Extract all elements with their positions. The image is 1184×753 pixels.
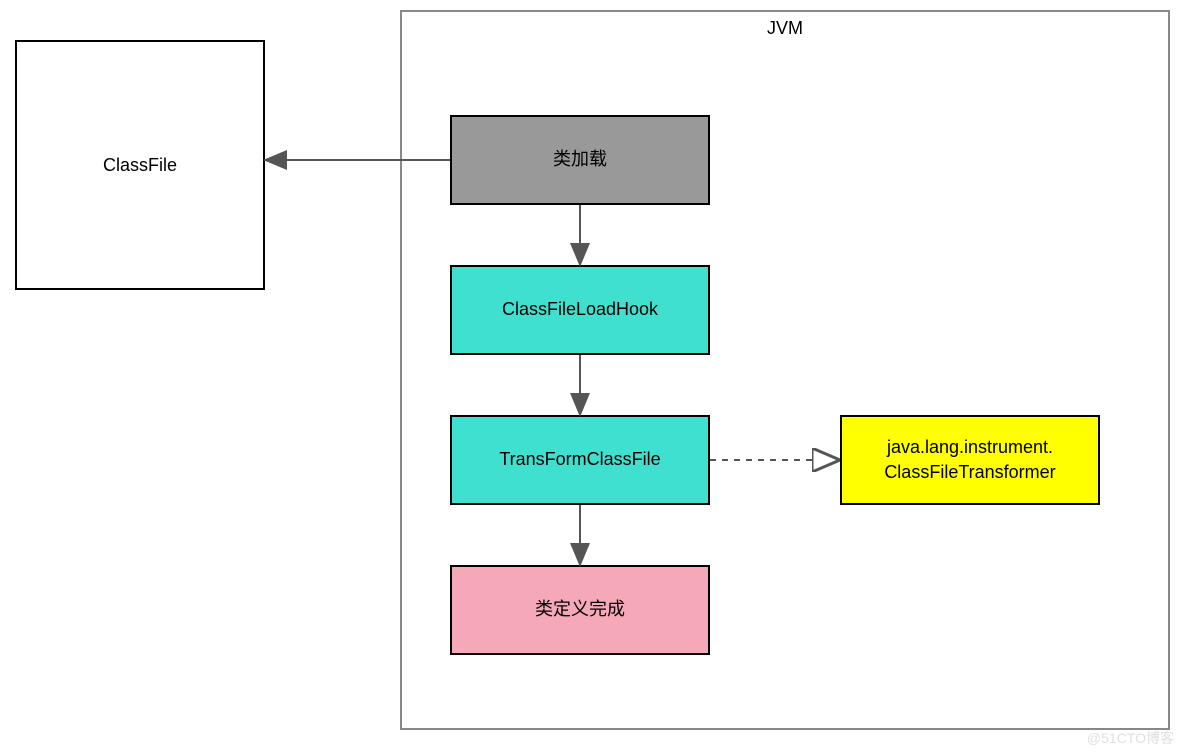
- node-classfileloadhook-label: ClassFileLoadHook: [502, 297, 658, 322]
- node-transformclassfile-label: TransFormClassFile: [499, 447, 660, 472]
- node-classdefcomplete-label: 类定义完成: [535, 597, 625, 622]
- node-transformclassfile: TransFormClassFile: [450, 415, 710, 505]
- watermark: @51CTO博客: [1087, 728, 1174, 748]
- node-classfiletransformer-label-1: java.lang.instrument.: [887, 437, 1053, 457]
- classfile-label: ClassFile: [103, 155, 177, 176]
- node-classfiletransformer-label-2: ClassFileTransformer: [884, 462, 1055, 482]
- classfile-container: ClassFile: [15, 40, 265, 290]
- jvm-label: JVM: [767, 18, 803, 39]
- node-classdefcomplete: 类定义完成: [450, 565, 710, 655]
- node-classload-label: 类加载: [553, 147, 607, 172]
- node-classload: 类加载: [450, 115, 710, 205]
- node-classfiletransformer: java.lang.instrument. ClassFileTransform…: [840, 415, 1100, 505]
- node-classfileloadhook: ClassFileLoadHook: [450, 265, 710, 355]
